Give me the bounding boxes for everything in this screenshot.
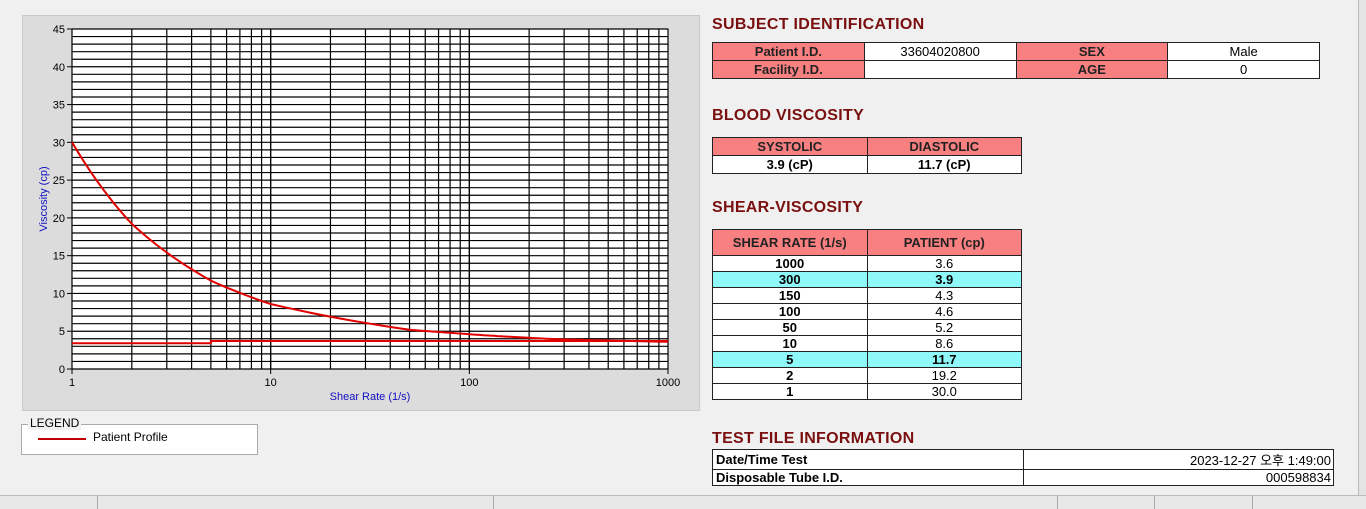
legend-title: LEGEND xyxy=(28,416,82,430)
table-row: 5 11.7 xyxy=(712,351,1022,368)
testfile-title: TEST FILE INFORMATION xyxy=(712,430,915,447)
table-row: 2 19.2 xyxy=(712,367,1022,384)
y-tick-label: 30 xyxy=(53,137,65,149)
shear-table: SHEAR RATE (1/s) PATIENT (cp) 1000 3.6 300 3… xyxy=(712,229,1022,400)
patient-value-cell: 5.2 xyxy=(866,319,1022,336)
shear-rate-cell: 1000 xyxy=(712,255,868,272)
systolic-label: SYSTOLIC xyxy=(712,137,868,156)
patient-id-value: 33604020800 xyxy=(863,42,1017,61)
date-value: 2023-12-27 오후 1:49:00 xyxy=(1022,449,1334,470)
table-row: 50 5.2 xyxy=(712,319,1022,336)
sex-label: SEX xyxy=(1015,42,1169,61)
age-value: 0 xyxy=(1167,60,1320,79)
patient-id-label: Patient I.D. xyxy=(712,42,865,61)
table-row: 300 3.9 xyxy=(712,271,1022,288)
plot-area xyxy=(71,28,669,370)
status-segment xyxy=(1252,496,1253,509)
status-segment xyxy=(97,496,98,509)
status-bar xyxy=(0,495,1366,509)
shear-rate-cell: 150 xyxy=(712,287,868,304)
diastolic-label: DIASTOLIC xyxy=(866,137,1022,156)
y-tick-label: 5 xyxy=(59,326,65,338)
patient-value-cell: 3.6 xyxy=(866,255,1022,272)
status-segment xyxy=(493,496,494,509)
status-segment xyxy=(1154,496,1155,509)
y-tick-label: 15 xyxy=(53,251,65,263)
facility-id-label: Facility I.D. xyxy=(712,60,865,79)
patient-value-cell: 4.3 xyxy=(866,287,1022,304)
table-row: 10 8.6 xyxy=(712,335,1022,352)
shear-rate-cell: 5 xyxy=(712,351,868,368)
age-label: AGE xyxy=(1015,60,1169,79)
scrollbar[interactable] xyxy=(1358,0,1366,495)
x-tick-label: 100 xyxy=(460,377,478,389)
y-tick-label: 40 xyxy=(53,62,65,74)
patient-value-cell: 4.6 xyxy=(866,303,1022,320)
facility-id-value xyxy=(863,60,1017,79)
tube-label: Disposable Tube I.D. xyxy=(712,469,1024,486)
table-row: 100 4.6 xyxy=(712,303,1022,320)
y-tick-label: 0 xyxy=(59,364,65,376)
shear-rate-cell: 1 xyxy=(712,383,868,400)
shear-title: SHEAR-VISCOSITY xyxy=(712,199,864,216)
blood-title: BLOOD VISCOSITY xyxy=(712,107,865,124)
sex-value: Male xyxy=(1167,42,1320,61)
x-axis-label: Shear Rate (1/s) xyxy=(330,391,411,403)
diastolic-value: 11.7 (cP) xyxy=(866,155,1022,174)
y-tick-label: 10 xyxy=(53,288,65,300)
patient-value-cell: 30.0 xyxy=(866,383,1022,400)
table-row: 150 4.3 xyxy=(712,287,1022,304)
subject-table: Patient I.D. 33604020800 SEX Male Facility … xyxy=(712,42,1320,79)
patient-value-cell: 19.2 xyxy=(866,367,1022,384)
x-tick-label: 1 xyxy=(69,377,75,389)
shear-rate-header: SHEAR RATE (1/s) xyxy=(712,229,868,256)
shear-rate-cell: 100 xyxy=(712,303,868,320)
patient-value-cell: 3.9 xyxy=(866,271,1022,288)
testfile-table: Date/Time Test 2023-12-27 오후 1:49:00 Disp… xyxy=(712,449,1334,486)
subject-title: SUBJECT IDENTIFICATION xyxy=(712,16,925,33)
series-line xyxy=(72,340,668,345)
date-label: Date/Time Test xyxy=(712,449,1024,470)
patient-header: PATIENT (cp) xyxy=(866,229,1022,256)
tube-value: 000598834 xyxy=(1022,469,1334,486)
shear-rate-cell: 10 xyxy=(712,335,868,352)
systolic-value: 3.9 (cP) xyxy=(712,155,868,174)
x-tick-label: 1000 xyxy=(656,377,680,389)
legend-item: Patient Profile xyxy=(93,430,168,444)
shear-rate-cell: 2 xyxy=(712,367,868,384)
series-line xyxy=(71,141,669,343)
y-tick-label: 35 xyxy=(53,100,65,112)
shear-rate-cell: 300 xyxy=(712,271,868,288)
legend-swatch xyxy=(38,438,86,440)
y-tick-label: 25 xyxy=(53,175,65,187)
y-tick-label: 45 xyxy=(53,24,65,36)
viscosity-chart: 0 5 10 15 20 25 30 35 40 45 1 10 100 1000 Shear Rate (… xyxy=(38,24,680,403)
x-tick-label: 10 xyxy=(265,377,277,389)
y-tick-label: 20 xyxy=(53,213,65,225)
patient-value-cell: 8.6 xyxy=(866,335,1022,352)
shear-rate-cell: 50 xyxy=(712,319,868,336)
table-row: 1 30.0 xyxy=(712,383,1022,400)
y-axis-label: Viscosity (cp) xyxy=(38,166,50,231)
table-row: 1000 3.6 xyxy=(712,255,1022,272)
status-segment xyxy=(1057,496,1058,509)
patient-value-cell: 11.7 xyxy=(866,351,1022,368)
blood-table: SYSTOLIC DIASTOLIC 3.9 (cP) 11.7 (cP) xyxy=(712,137,1022,174)
